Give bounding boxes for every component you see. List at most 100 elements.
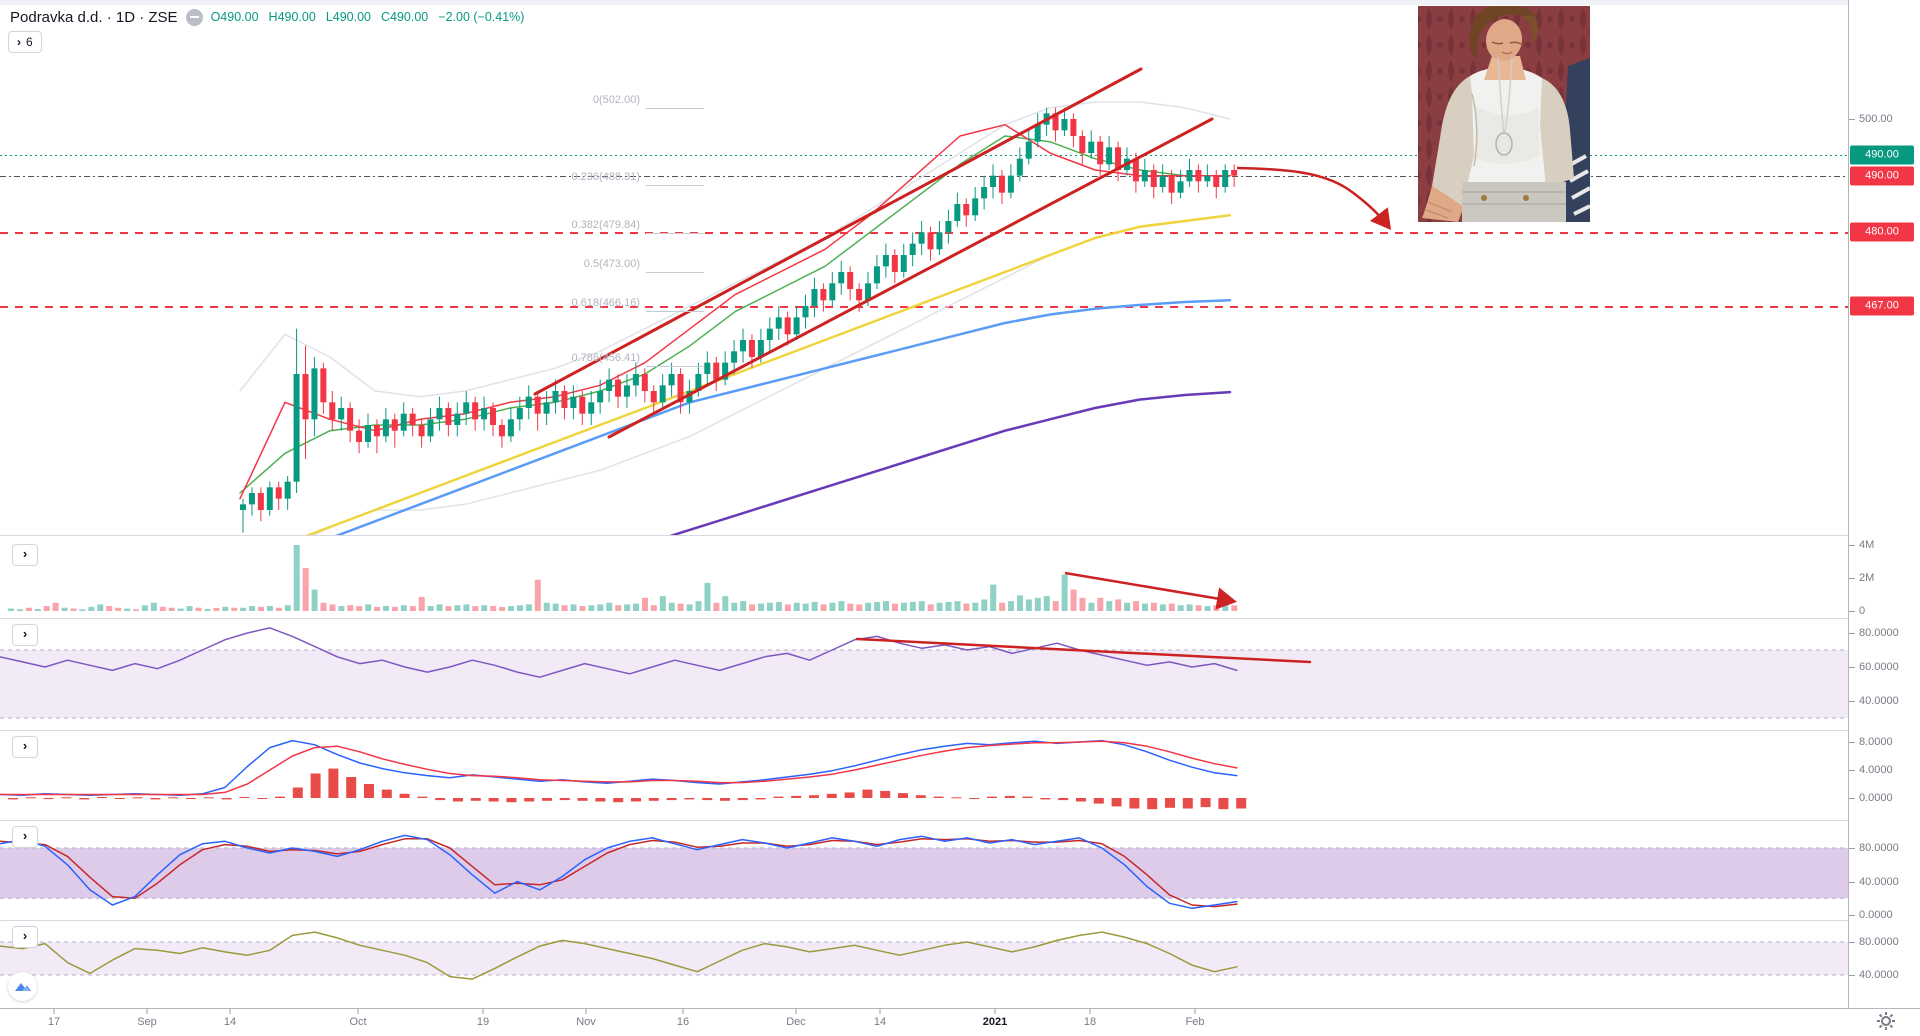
price-scale-label: 40.0000 — [1859, 695, 1899, 707]
time-axis-tick — [585, 1009, 587, 1014]
price-scale-tick — [1849, 701, 1855, 702]
volume-pane-chevron-button[interactable]: › — [12, 544, 38, 566]
time-axis-label: Oct — [349, 1016, 367, 1028]
price-scale-tick — [1849, 798, 1855, 799]
price-scale-label: 0.0000 — [1859, 909, 1893, 921]
change-value: −2.00 (−0.41%) — [438, 10, 525, 24]
price-scale-label: 80.0000 — [1859, 936, 1899, 948]
minus-circle-icon[interactable] — [185, 8, 203, 26]
fib-level-segment[interactable] — [646, 366, 704, 367]
time-axis-tick — [357, 1009, 359, 1014]
oscillator-pane[interactable] — [0, 920, 1848, 1008]
price-scale-tick — [1849, 942, 1855, 943]
close-value: C490.00 — [381, 10, 429, 24]
price-scale[interactable]: 500.00 490.00 490.00 480.00 467.00 4M 2M 0 80.00… — [1848, 0, 1920, 1008]
price-chart-canvas — [239, 67, 1392, 535]
fib-level-label: 0.618(466.16) — [571, 296, 641, 309]
price-scale-label: 40.0000 — [1859, 875, 1899, 888]
fib-level-segment[interactable] — [646, 310, 704, 312]
oscillator-pane-chevron-button[interactable]: › — [12, 926, 38, 948]
time-axis-label: Feb — [1185, 1016, 1205, 1028]
time-axis-label: 2021 — [982, 1016, 1008, 1028]
fib-level-label: 0.236(488.31) — [571, 171, 641, 184]
gridline — [0, 4, 1848, 5]
time-scale[interactable]: 17 Sep 14 Oct 19 Nov 16 Dec 14 2021 18 Feb — [0, 1008, 1920, 1036]
gridline — [0, 1, 1848, 2]
price-scale-label: 80.0000 — [1859, 627, 1899, 639]
pane-separator[interactable] — [0, 730, 1920, 731]
osc4-canvas — [0, 931, 1848, 980]
price-scale-tick — [1849, 742, 1855, 743]
time-axis-label: 19 — [476, 1016, 490, 1028]
pane-separator[interactable] — [0, 920, 1920, 921]
last-price-badge: 490.00 — [1850, 145, 1914, 165]
pane-separator[interactable] — [0, 820, 1920, 821]
alert-price-badge: 467.00 — [1850, 296, 1914, 316]
rsi-pane-chevron-button[interactable]: › — [12, 624, 38, 646]
volume-pane[interactable] — [0, 535, 1848, 618]
time-axis-tick — [146, 1009, 148, 1014]
price-chart-pane[interactable]: 0(502.00) 0.236(488.31) 0.382(479.84) 0.5(4… — [0, 0, 1848, 535]
price-scale-label: 500.00 — [1859, 113, 1893, 125]
price-scale-tick — [1849, 915, 1855, 916]
fib-level-label: 0(502.00) — [592, 93, 640, 106]
price-scale-tick — [1849, 119, 1855, 120]
embedded-photo-woman — [1418, 6, 1590, 222]
symbol-title[interactable]: Podravka d.d. · 1D · ZSE — [10, 8, 178, 26]
rsi-pane[interactable] — [0, 618, 1848, 730]
stoch-canvas — [0, 834, 1848, 910]
gear-icon[interactable] — [1876, 1011, 1896, 1031]
price-scale-tick — [1849, 578, 1855, 579]
chevron-right-icon: › — [17, 35, 21, 49]
time-axis-label: 14 — [223, 1016, 237, 1028]
fib-level-segment[interactable] — [646, 272, 704, 273]
alert-line-red-dashed[interactable] — [0, 306, 1848, 308]
price-scale-label: 2M — [1859, 572, 1875, 584]
alert-line-teal-dotted[interactable] — [0, 155, 1848, 156]
volume-canvas — [8, 545, 1238, 611]
time-axis-tick — [53, 1009, 55, 1014]
macd-pane[interactable] — [0, 730, 1848, 820]
pane-separator[interactable] — [0, 535, 1920, 536]
stochastic-pane-chevron-button[interactable]: › — [12, 826, 38, 848]
fib-level-segment[interactable] — [646, 185, 704, 187]
price-scale-tick — [1849, 667, 1855, 668]
time-axis-label: 14 — [873, 1016, 887, 1028]
price-scale-tick — [1849, 611, 1855, 612]
fib-level-segment[interactable] — [646, 107, 704, 109]
gridline — [0, 0, 1848, 1]
price-scale-label: 0 — [1859, 605, 1866, 617]
macd-pane-chevron-button[interactable]: › — [12, 736, 38, 758]
watermark-logo-button[interactable] — [8, 972, 37, 1001]
time-axis-tick — [1089, 1009, 1091, 1014]
stochastic-pane[interactable] — [0, 820, 1848, 920]
time-axis-label: Sep — [137, 1016, 157, 1028]
ohlc-values: O490.00 H490.00 L490.00 C490.00 −2.00 (−… — [211, 10, 525, 24]
high-value: H490.00 — [268, 10, 316, 24]
price-scale-label: 0.0000 — [1859, 792, 1893, 804]
price-scale-tick — [1849, 545, 1855, 546]
price-scale-label: 8.0000 — [1859, 736, 1893, 748]
time-axis-tick — [229, 1009, 231, 1014]
time-axis-label: 17 — [47, 1016, 61, 1028]
alert-price-badge: 480.00 — [1850, 222, 1914, 242]
time-axis-tick — [994, 1009, 996, 1014]
time-axis-tick — [795, 1009, 797, 1014]
gridline — [0, 2, 1848, 3]
price-scale-tick — [1849, 975, 1855, 976]
gridline — [0, 3, 1848, 4]
price-scale-tick — [1849, 848, 1855, 849]
time-axis-label: Nov — [576, 1016, 596, 1028]
fib-level-label: 0.786(456.41) — [571, 352, 641, 364]
price-scale-tick — [1849, 881, 1855, 883]
price-scale-label: 4.0000 — [1859, 764, 1893, 776]
pane-separator[interactable] — [0, 618, 1920, 619]
time-axis-label: 16 — [676, 1016, 690, 1028]
price-scale-tick — [1849, 770, 1855, 771]
fib-level-label: 0.5(473.00) — [583, 258, 640, 270]
price-scale-label: 60.0000 — [1859, 661, 1899, 673]
indicators-collapse-button[interactable]: › 6 — [8, 31, 42, 53]
fib-level-segment[interactable] — [646, 233, 704, 235]
indicator-count: 6 — [26, 35, 33, 49]
rsi-canvas — [0, 627, 1848, 719]
